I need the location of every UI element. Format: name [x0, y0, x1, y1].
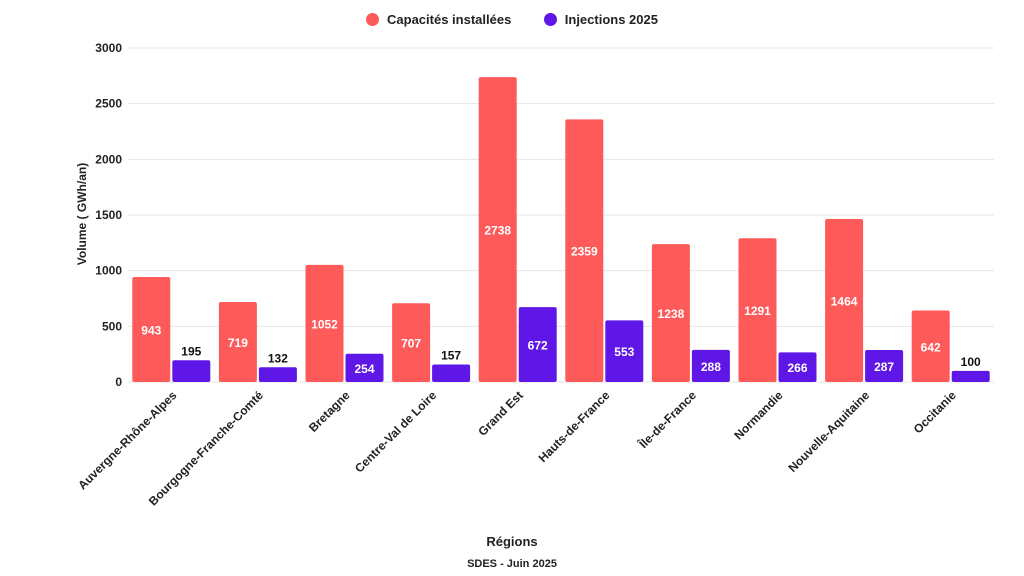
data-label: 553 — [614, 345, 634, 359]
x-tick-label: Normandie — [731, 388, 785, 442]
y-tick-label: 3000 — [95, 41, 122, 55]
data-label: 719 — [228, 336, 248, 350]
bar-injections — [258, 367, 297, 382]
data-label: 132 — [268, 351, 288, 365]
data-label: 266 — [787, 361, 807, 375]
x-tick-label: Île-de-France — [635, 387, 699, 451]
data-label: 157 — [441, 349, 461, 363]
data-label: 1052 — [311, 317, 338, 331]
data-label: 943 — [141, 324, 161, 338]
legend-label-injections: Injections 2025 — [564, 12, 658, 27]
x-tick-label: Auvergne-Rhône-Alpes — [75, 388, 179, 492]
bar-injections — [345, 353, 384, 382]
y-tick-label: 500 — [102, 319, 122, 333]
legend-swatch-capacites — [366, 13, 380, 26]
bar-injections — [778, 352, 817, 382]
x-axis-label: Régions — [486, 534, 538, 549]
legend-item-injections: Injections 2025 — [543, 12, 658, 27]
bar-injections — [432, 364, 471, 382]
data-label: 100 — [961, 355, 981, 369]
y-tick-label: 1000 — [95, 264, 122, 278]
data-label: 1238 — [658, 307, 685, 321]
y-tick-label: 2000 — [95, 152, 122, 166]
data-label: 2359 — [571, 245, 598, 259]
data-label: 2738 — [484, 224, 511, 238]
bar-injections — [518, 307, 557, 382]
bar-capacites — [565, 119, 604, 382]
x-tick-label: Hauts-de-France — [536, 388, 613, 465]
data-label: 672 — [528, 339, 548, 353]
x-tick-label: Occitanie — [911, 388, 959, 436]
bar-capacites — [478, 77, 517, 382]
data-label: 288 — [701, 360, 721, 374]
y-tick-label: 0 — [115, 375, 122, 389]
y-tick-label: 1500 — [95, 208, 122, 222]
legend-swatch-injections — [543, 13, 557, 26]
x-tick-label: Centre-Val de Loire — [352, 388, 439, 475]
bar-injections — [951, 370, 990, 382]
x-tick-label: Grand Est — [475, 388, 525, 438]
data-label: 254 — [354, 362, 374, 376]
legend-item-capacites: Capacités installées — [366, 12, 511, 27]
x-tick-label: Bretagne — [306, 388, 353, 435]
bar-capacites — [305, 264, 344, 382]
data-label: 195 — [181, 344, 201, 358]
bar-capacites — [651, 244, 690, 382]
bar-injections — [172, 360, 211, 382]
bar-injections — [865, 350, 904, 382]
data-label: 642 — [921, 340, 941, 354]
legend-label-capacites: Capacités installées — [387, 12, 512, 27]
data-label: 1464 — [831, 295, 858, 309]
bar-injections — [605, 320, 644, 382]
bar-capacites — [825, 219, 864, 382]
bar-capacites — [392, 303, 431, 382]
data-label: 707 — [401, 337, 421, 351]
data-label: 287 — [874, 360, 894, 374]
bar-capacites — [132, 277, 171, 382]
bar-capacites — [738, 238, 777, 382]
y-tick-label: 2500 — [95, 97, 122, 111]
bar-capacites — [911, 310, 950, 382]
x-tick-label: Nouvelle-Aquitaine — [785, 388, 872, 475]
bar-capacites — [218, 301, 257, 382]
data-label: 1291 — [744, 304, 771, 318]
source-note: SDES - Juin 2025 — [467, 558, 557, 570]
bar-injections — [691, 349, 730, 382]
chart-legend: Capacités installées Injections 2025 — [0, 12, 1024, 31]
